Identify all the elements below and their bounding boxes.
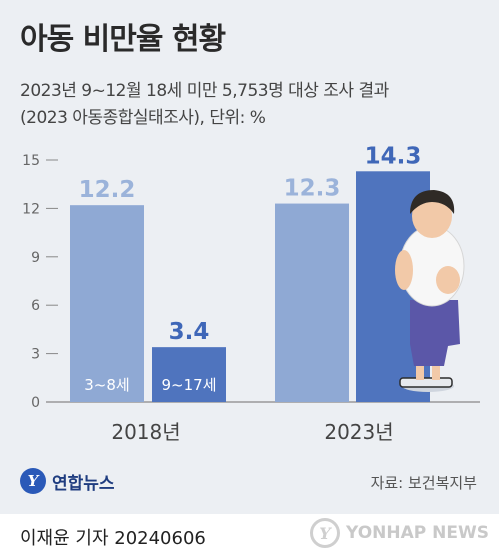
- y-tick-label: 3: [31, 347, 40, 363]
- y-axis: 0 3 6 9 12 15 2018년 2023년: [22, 153, 480, 444]
- bar: [152, 347, 226, 402]
- y-tick-label: 15: [22, 153, 40, 169]
- child-illustration: [395, 190, 465, 392]
- subtitle-line-2: (2023 아동종합실태조사), 단위: %: [20, 108, 266, 128]
- series-label: 3~8세: [84, 376, 129, 394]
- page-title: 아동 비만율 현황: [20, 22, 226, 57]
- subtitle-line-1: 2023년 9~12월 18세 미만 5,753명 대상 조사 결과: [20, 81, 389, 101]
- yonhap-logo-icon: Y: [20, 468, 46, 494]
- logo-text: 연합뉴스: [52, 473, 115, 494]
- yonhap-watermark-icon: Y: [310, 518, 341, 548]
- bar-value-label: 14.3: [365, 143, 422, 169]
- infographic-card: 아동 비만율 현황 2023년 9~12월 18세 미만 5,753명 대상 조…: [0, 0, 499, 514]
- bars: 12.2 3~8세 3.4 9~17세 12.3 14.3: [70, 143, 430, 402]
- series-label: 9~17세: [162, 376, 217, 394]
- source-note: 자료: 보건복지부: [370, 474, 477, 492]
- watermark-text: YONHAP NEWS: [346, 523, 489, 543]
- bar-value-label: 12.3: [284, 176, 341, 202]
- reporter-byline: 이재윤 기자 20240606: [20, 528, 206, 549]
- bar: [70, 205, 144, 402]
- bar: [275, 203, 349, 402]
- footer-bar: 이재윤 기자 20240606 Y YONHAP NEWS: [0, 514, 499, 557]
- y-tick-label: 6: [31, 298, 40, 314]
- yonhap-logo: Y 연합뉴스: [20, 468, 115, 494]
- bar-value-label: 3.4: [169, 319, 210, 345]
- y-tick-label: 0: [31, 395, 40, 411]
- x-category-label: 2023년: [324, 420, 393, 444]
- yonhap-watermark: Y YONHAP NEWS: [310, 518, 489, 548]
- y-tick-label: 12: [22, 201, 40, 217]
- x-category-label: 2018년: [111, 420, 180, 444]
- y-tick-label: 9: [31, 250, 40, 266]
- bar-value-label: 12.2: [79, 177, 136, 203]
